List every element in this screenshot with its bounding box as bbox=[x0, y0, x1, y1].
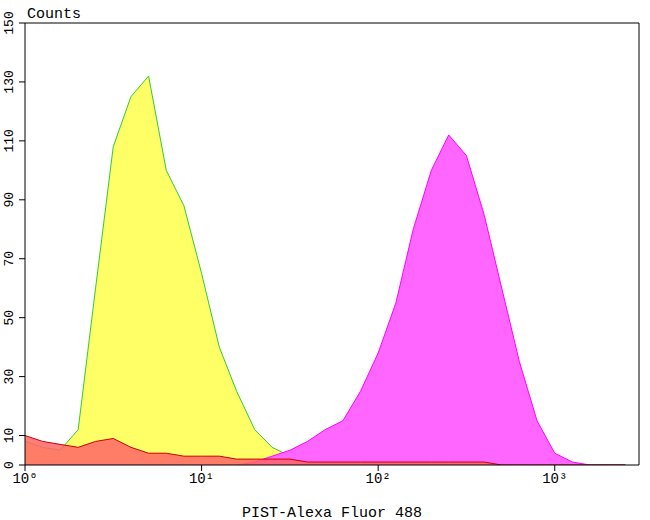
svg-text:150: 150 bbox=[8, 11, 17, 34]
svg-text:10¹: 10¹ bbox=[189, 471, 214, 487]
svg-text:Counts: Counts bbox=[27, 6, 81, 23]
svg-text:50: 50 bbox=[8, 310, 17, 326]
svg-text:130: 130 bbox=[8, 70, 17, 93]
svg-text:10⁰: 10⁰ bbox=[12, 471, 37, 487]
svg-text:PIST-Alexa Fluor 488: PIST-Alexa Fluor 488 bbox=[242, 505, 422, 520]
svg-text:10: 10 bbox=[8, 428, 17, 444]
svg-text:30: 30 bbox=[8, 369, 17, 385]
svg-text:0: 0 bbox=[8, 461, 17, 469]
svg-text:90: 90 bbox=[8, 192, 17, 208]
svg-text:70: 70 bbox=[8, 251, 17, 267]
svg-text:10²: 10² bbox=[366, 471, 391, 487]
svg-text:10³: 10³ bbox=[542, 471, 567, 487]
svg-text:110: 110 bbox=[8, 129, 17, 152]
